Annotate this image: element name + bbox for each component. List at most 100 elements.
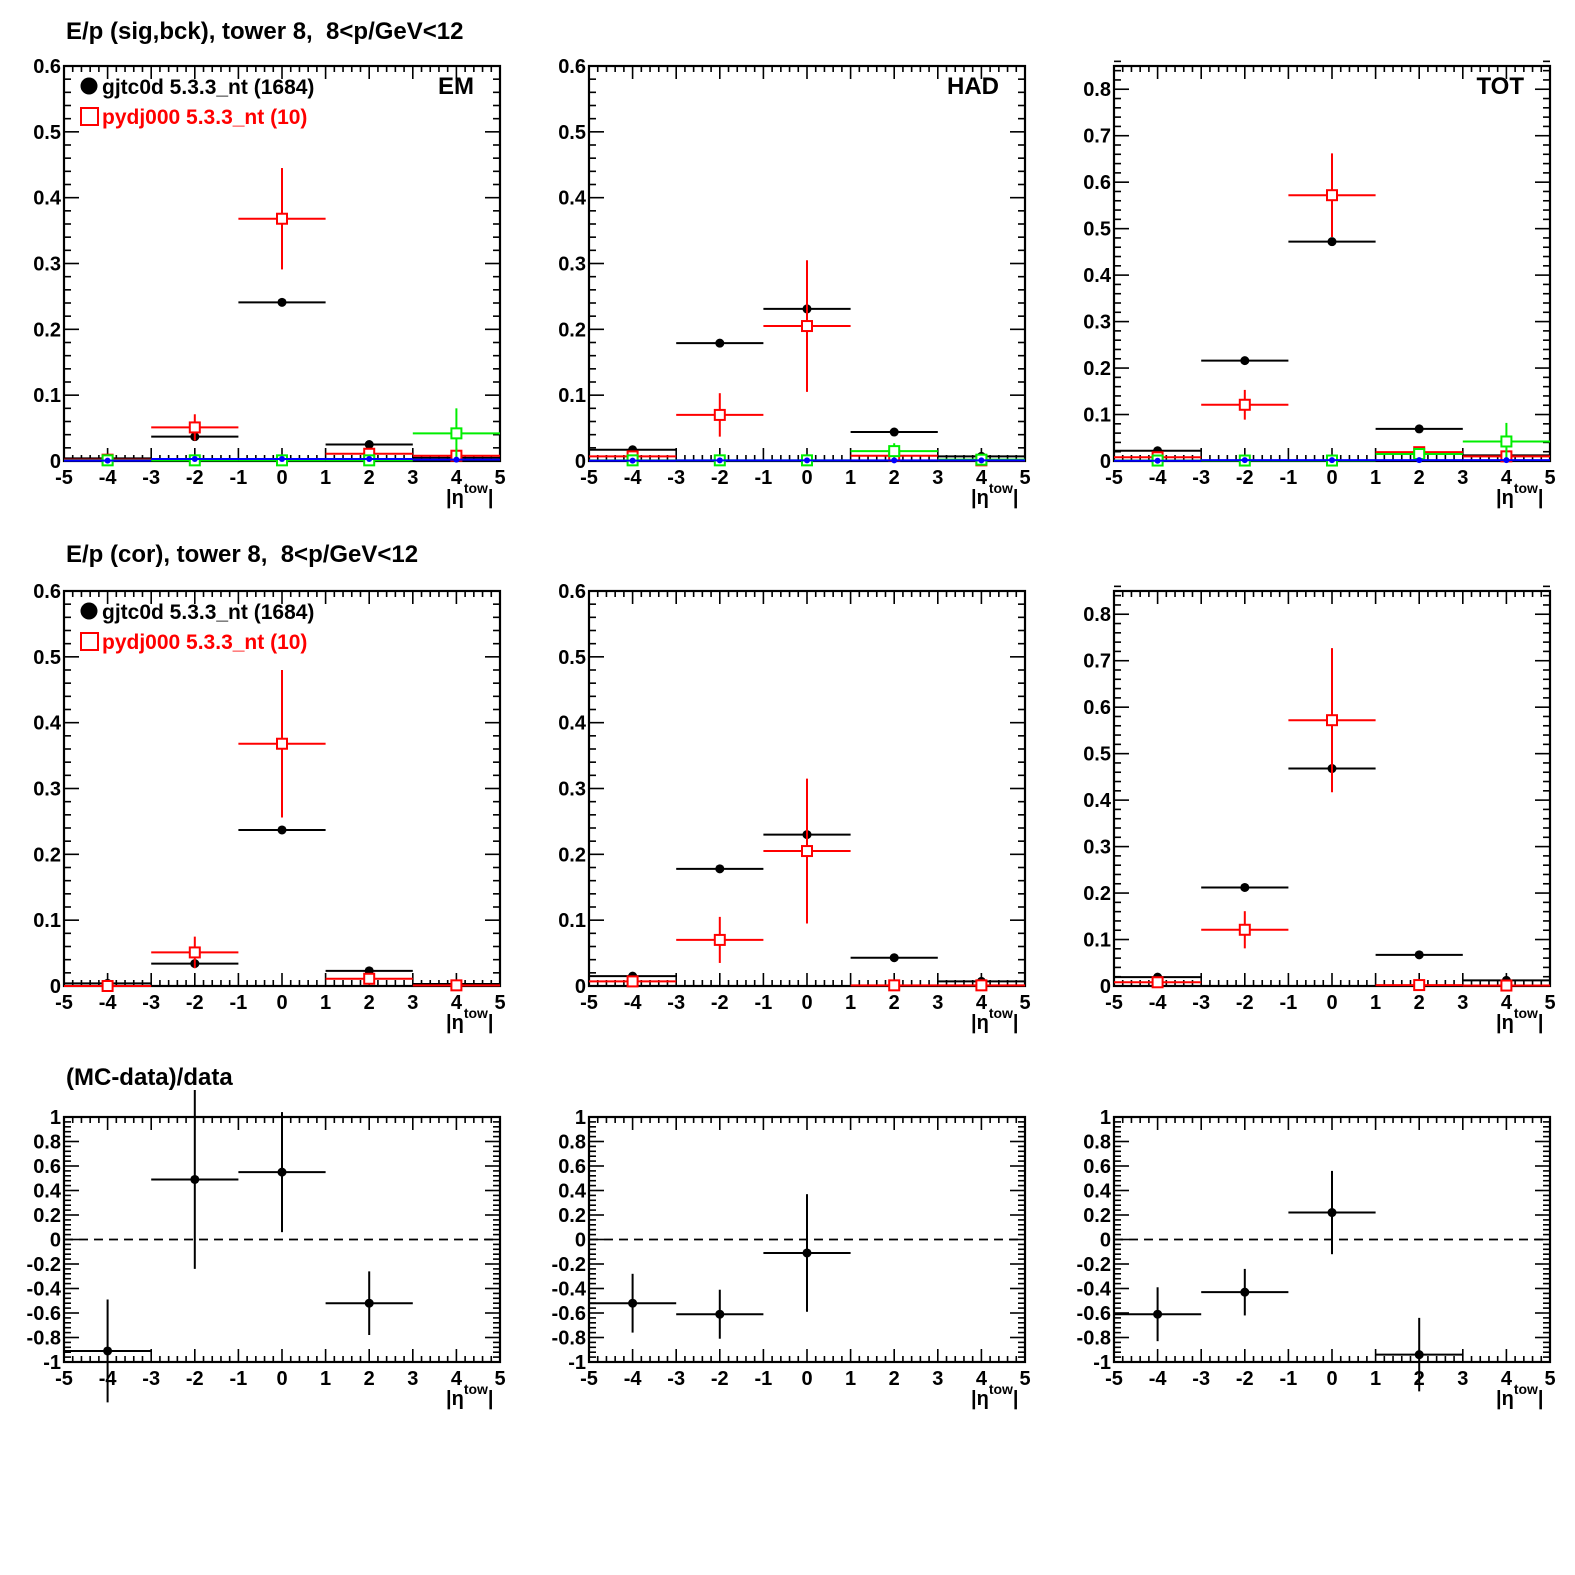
x-tick-label: -5: [1105, 992, 1123, 1014]
data-point-black-dot: [103, 1346, 113, 1356]
y-tick-label: 0.4: [33, 713, 62, 735]
data-point-red-square: [713, 408, 726, 421]
data-point-red-square: [1500, 979, 1513, 992]
data-point-black-dot: [1327, 237, 1337, 247]
data-point-black-dot: [1414, 1350, 1424, 1360]
data-point-red-square: [101, 980, 114, 992]
chart-panel-5: -5 -4 -3 -2 -1 0 1 2 3 4 5|ηtow|00.10.20.30.40.50.…: [1083, 585, 1556, 1034]
x-tick-label: -1: [230, 1368, 248, 1390]
y-tick-label: 0.6: [558, 581, 586, 603]
x-tick-label: 1: [320, 992, 331, 1014]
x-tick-label: 5: [494, 992, 505, 1014]
chart-panel-7: -5 -4 -3 -2 -1 0 1 2 3 4 5|ηtow|-1-0.8-0.6-0.4-0.2…: [552, 1107, 1031, 1410]
panel-label: TOT: [1476, 73, 1524, 100]
x-tick-label: 1: [320, 467, 331, 489]
y-tick-label: -0.6: [1077, 1303, 1111, 1325]
x-tick-label: -3: [1192, 1368, 1210, 1390]
x-tick-label: -2: [186, 1368, 204, 1390]
y-tick-label: 1: [50, 1107, 61, 1129]
x-tick-label: -1: [1280, 1368, 1298, 1390]
x-tick-label: 1: [845, 467, 856, 489]
x-tick-label: -4: [624, 992, 643, 1014]
y-tick-label: 0: [575, 1230, 586, 1252]
data-point-black-dot: [277, 1167, 287, 1177]
data-point-black-dot: [715, 338, 725, 348]
data-point-black-dot: [1240, 882, 1250, 892]
y-tick-label: 0.2: [558, 319, 586, 341]
legend-label-mc: pydj000 5.3.3_nt (10): [102, 631, 307, 654]
y-tick-label: 0.2: [558, 844, 586, 866]
row-title-cor: E/p (cor), tower 8, 8<p/GeV<12: [66, 541, 419, 568]
x-axis-end: |: [488, 487, 494, 509]
x-tick-label: 5: [494, 467, 505, 489]
x-tick-label: 0: [276, 1368, 287, 1390]
data-point-black-dot: [889, 427, 899, 437]
data-point-blue-dot: [104, 457, 111, 464]
y-tick-label: 0.8: [1083, 604, 1111, 626]
data-point-green-square: [888, 445, 901, 458]
x-tick-label: 4: [976, 1368, 988, 1390]
y-tick-label: 0.6: [33, 1156, 61, 1178]
x-tick-label: -3: [667, 992, 685, 1014]
row-title-ratio: (MC-data)/data: [66, 1064, 233, 1091]
data-point-blue-dot: [1503, 457, 1510, 464]
data-point-black-dot: [1153, 1309, 1163, 1319]
data-point-black-dot: [1240, 356, 1250, 366]
x-axis-end: |: [1013, 1388, 1019, 1410]
chart-panel-2: -5 -4 -3 -2 -1 0 1 2 3 4 5|ηtow|00.10.20.30.40.50.…: [1083, 60, 1556, 509]
data-point-blue-dot: [1154, 457, 1161, 464]
x-tick-label: 5: [1544, 1368, 1555, 1390]
y-tick-label: -0.2: [552, 1254, 586, 1276]
x-tick-label: 2: [364, 1368, 375, 1390]
legend-label-data: gjtc0d 5.3.3_nt (1684): [102, 601, 314, 624]
data-point-black-dot: [628, 1298, 638, 1308]
data-point-blue-dot: [1329, 457, 1335, 464]
x-tick-label: 4: [1501, 992, 1513, 1014]
x-axis-end: |: [1013, 1012, 1019, 1034]
y-tick-label: 0.3: [558, 779, 586, 801]
y-tick-label: 0: [1100, 976, 1111, 998]
y-tick-label: 0.1: [558, 910, 586, 932]
x-tick-label: 5: [1544, 467, 1555, 489]
y-tick-label: 0.3: [1083, 312, 1111, 334]
y-tick-label: -0.2: [27, 1254, 61, 1276]
y-tick-label: 0.6: [558, 56, 586, 78]
y-tick-label: 0.4: [1083, 790, 1112, 812]
x-tick-label: 2: [1414, 467, 1425, 489]
y-tick-label: 0.3: [558, 254, 586, 276]
legend-label-data: gjtc0d 5.3.3_nt (1684): [102, 76, 314, 99]
data-point-blue-dot: [1241, 457, 1248, 464]
legend: gjtc0d 5.3.3_nt (1684) pydj000 5.3.3_nt (…: [80, 76, 314, 129]
data-point-black-dot: [364, 1298, 374, 1308]
x-tick-label: 1: [320, 1368, 331, 1390]
data-point-black-dot: [1414, 950, 1424, 960]
y-tick-label: 0.6: [1083, 697, 1111, 719]
x-tick-label: 5: [1544, 992, 1555, 1014]
y-tick-label: 0.4: [33, 188, 62, 210]
x-tick-label: -4: [1149, 467, 1168, 489]
y-tick-label: 0.1: [1083, 405, 1111, 427]
x-axis-superscript: tow: [1514, 1005, 1538, 1021]
legend-marker-mc: [80, 107, 99, 126]
x-tick-label: -5: [1105, 467, 1123, 489]
data-point-blue-dot: [1416, 457, 1423, 464]
x-tick-label: 0: [1326, 992, 1337, 1014]
data-point-black-dot: [715, 864, 725, 874]
x-tick-label: 0: [801, 1368, 812, 1390]
chart-panel-0: -5 -4 -3 -2 -1 0 1 2 3 4 5|ηtow|00.10.20.30.40.50.…: [33, 56, 505, 509]
data-point-red-square: [188, 946, 201, 959]
y-tick-label: 0.1: [1083, 930, 1111, 952]
x-tick-label: -5: [55, 992, 73, 1014]
y-tick-label: -0.6: [552, 1303, 586, 1325]
y-tick-label: -0.8: [27, 1328, 61, 1350]
x-tick-label: 5: [494, 1368, 505, 1390]
y-tick-label: 0: [50, 1230, 61, 1252]
y-tick-label: 0.8: [558, 1132, 586, 1154]
x-tick-label: -3: [667, 467, 685, 489]
x-tick-label: -5: [1105, 1368, 1123, 1390]
y-tick-label: 0: [1100, 451, 1111, 473]
x-tick-label: -2: [186, 992, 204, 1014]
x-tick-label: 4: [1501, 467, 1513, 489]
row-title-sig-bck: E/p (sig,bck), tower 8, 8<p/GeV<12: [66, 18, 464, 45]
